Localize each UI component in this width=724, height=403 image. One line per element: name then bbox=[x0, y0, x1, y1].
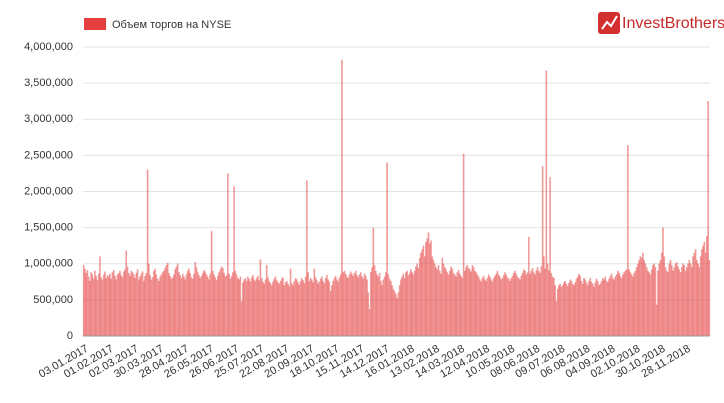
y-tick-label: 3,000,000 bbox=[24, 113, 73, 125]
y-tick-label: 4,000,000 bbox=[24, 41, 73, 53]
logo-icon-line bbox=[601, 15, 618, 30]
y-tick-label: 3,500,000 bbox=[24, 77, 73, 89]
logo-text: InvestBrothers bbox=[622, 15, 724, 32]
y-tick-label: 1,500,000 bbox=[24, 222, 73, 234]
y-tick-label: 1,000,000 bbox=[24, 258, 73, 270]
legend-swatch bbox=[84, 18, 106, 30]
bar bbox=[708, 259, 711, 337]
bars bbox=[82, 59, 711, 337]
y-tick-label: 2,500,000 bbox=[24, 149, 73, 161]
legend-label: Объем торгов на NYSE bbox=[112, 19, 231, 31]
y-tick-label: 2,000,000 bbox=[24, 185, 73, 197]
y-tick-label: 500,000 bbox=[33, 294, 73, 306]
y-tick-label: 0 bbox=[67, 330, 73, 342]
logo: InvestBrothers bbox=[598, 12, 724, 34]
